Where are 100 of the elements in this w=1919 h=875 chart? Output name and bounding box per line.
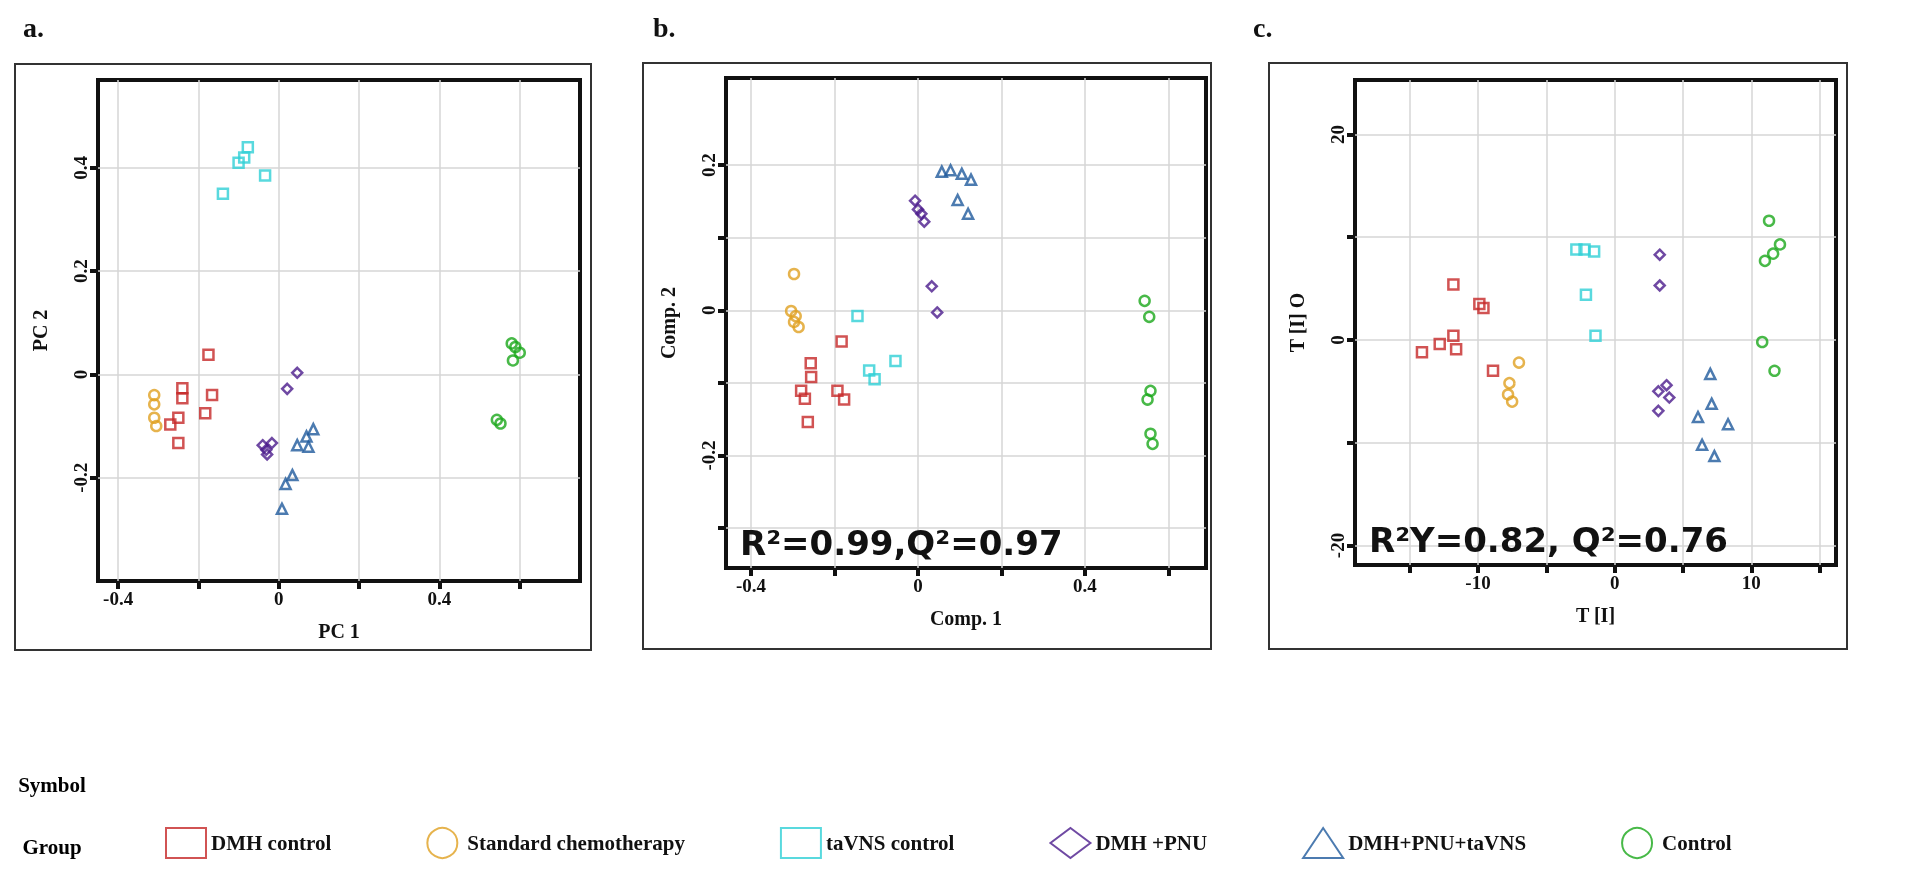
point bbox=[1141, 393, 1154, 406]
point bbox=[784, 304, 798, 318]
point bbox=[1695, 438, 1709, 452]
legend-label: taVNS control bbox=[825, 831, 955, 855]
point bbox=[205, 388, 219, 402]
point bbox=[216, 187, 230, 200]
point bbox=[1503, 376, 1516, 390]
point bbox=[1505, 395, 1519, 408]
point bbox=[1473, 297, 1486, 311]
x-tick-label: 10 bbox=[1741, 572, 1761, 593]
point bbox=[955, 167, 969, 181]
point bbox=[925, 280, 939, 293]
point bbox=[1691, 410, 1705, 424]
point bbox=[1587, 245, 1601, 258]
x-tick-label: 0 bbox=[274, 588, 284, 609]
point bbox=[930, 306, 944, 319]
point bbox=[908, 194, 922, 207]
point bbox=[202, 348, 215, 362]
x-axis-title: PC 1 bbox=[318, 620, 360, 642]
y-axis-title: PC 2 bbox=[29, 309, 51, 352]
y-tick-label: -0.2 bbox=[70, 462, 91, 493]
x-tick-label: -0.4 bbox=[736, 575, 767, 596]
y-axis-title: Comp. 2 bbox=[657, 286, 680, 360]
point bbox=[513, 346, 526, 359]
point bbox=[290, 366, 304, 380]
point bbox=[804, 370, 818, 384]
point bbox=[172, 436, 185, 450]
point bbox=[1653, 248, 1666, 261]
point bbox=[256, 438, 269, 452]
point bbox=[862, 364, 876, 377]
point bbox=[1663, 391, 1676, 404]
point bbox=[1768, 364, 1781, 378]
point bbox=[789, 309, 802, 323]
point bbox=[1447, 329, 1460, 343]
point bbox=[260, 448, 274, 461]
point bbox=[1705, 397, 1718, 410]
y-tick-label: 0.4 bbox=[70, 155, 91, 180]
point bbox=[164, 418, 177, 431]
point bbox=[1773, 238, 1787, 251]
chart-title: a. bbox=[23, 11, 44, 43]
point bbox=[1762, 214, 1776, 228]
point bbox=[798, 392, 812, 406]
chart-title: c. bbox=[1253, 11, 1273, 43]
point bbox=[176, 391, 189, 405]
point bbox=[1415, 346, 1429, 359]
point bbox=[506, 354, 520, 367]
point bbox=[1146, 437, 1159, 451]
x-axis-title: T [I] bbox=[1575, 604, 1616, 626]
point bbox=[889, 354, 902, 368]
point bbox=[509, 340, 522, 354]
legend-title: Group bbox=[22, 835, 82, 860]
point bbox=[1652, 385, 1665, 398]
point bbox=[935, 165, 949, 178]
legend-label: DMH+PNU+taVNS bbox=[1348, 831, 1527, 855]
annotation: R²Y=0.82, Q²=0.76 bbox=[1369, 520, 1728, 560]
point bbox=[1589, 329, 1602, 343]
x-tick-label: 0.4 bbox=[1073, 575, 1098, 596]
y-axis-title: T [I] O bbox=[1286, 292, 1308, 353]
point bbox=[1449, 342, 1463, 356]
point bbox=[275, 502, 289, 515]
point bbox=[964, 173, 978, 186]
point bbox=[494, 417, 507, 430]
y-tick-label: 0.2 bbox=[698, 153, 719, 177]
point bbox=[851, 309, 864, 323]
point bbox=[290, 438, 304, 452]
point bbox=[265, 436, 279, 450]
text: Symbol bbox=[18, 773, 86, 798]
point bbox=[198, 406, 212, 420]
point bbox=[241, 140, 255, 154]
legend-label: Control bbox=[1662, 831, 1732, 855]
y-tick-label: 20 bbox=[1327, 124, 1348, 144]
y-tick-label: 0 bbox=[698, 305, 719, 316]
point bbox=[787, 315, 801, 329]
point bbox=[1433, 337, 1446, 351]
point bbox=[279, 477, 292, 491]
point bbox=[505, 337, 518, 350]
point bbox=[1486, 364, 1500, 378]
point bbox=[915, 207, 928, 220]
point bbox=[172, 411, 185, 425]
legend-label: Standard chemotherapy bbox=[467, 831, 686, 855]
point bbox=[302, 440, 315, 453]
point bbox=[1144, 384, 1157, 398]
point bbox=[307, 422, 320, 436]
point bbox=[150, 419, 163, 433]
point bbox=[1755, 335, 1769, 349]
point bbox=[794, 384, 808, 398]
point bbox=[1570, 243, 1583, 256]
point bbox=[835, 335, 848, 348]
x-tick-label: 0 bbox=[913, 575, 923, 596]
point bbox=[147, 411, 161, 425]
point bbox=[1144, 427, 1157, 440]
point bbox=[1653, 279, 1666, 292]
point bbox=[918, 215, 931, 228]
chart-title: b. bbox=[653, 11, 676, 43]
x-axis-title: Comp. 1 bbox=[929, 607, 1003, 630]
point bbox=[911, 203, 925, 216]
point bbox=[1579, 288, 1593, 302]
y-tick-label: -0.2 bbox=[698, 440, 719, 471]
y-tick-label: -20 bbox=[1327, 532, 1348, 559]
point bbox=[1578, 243, 1591, 256]
